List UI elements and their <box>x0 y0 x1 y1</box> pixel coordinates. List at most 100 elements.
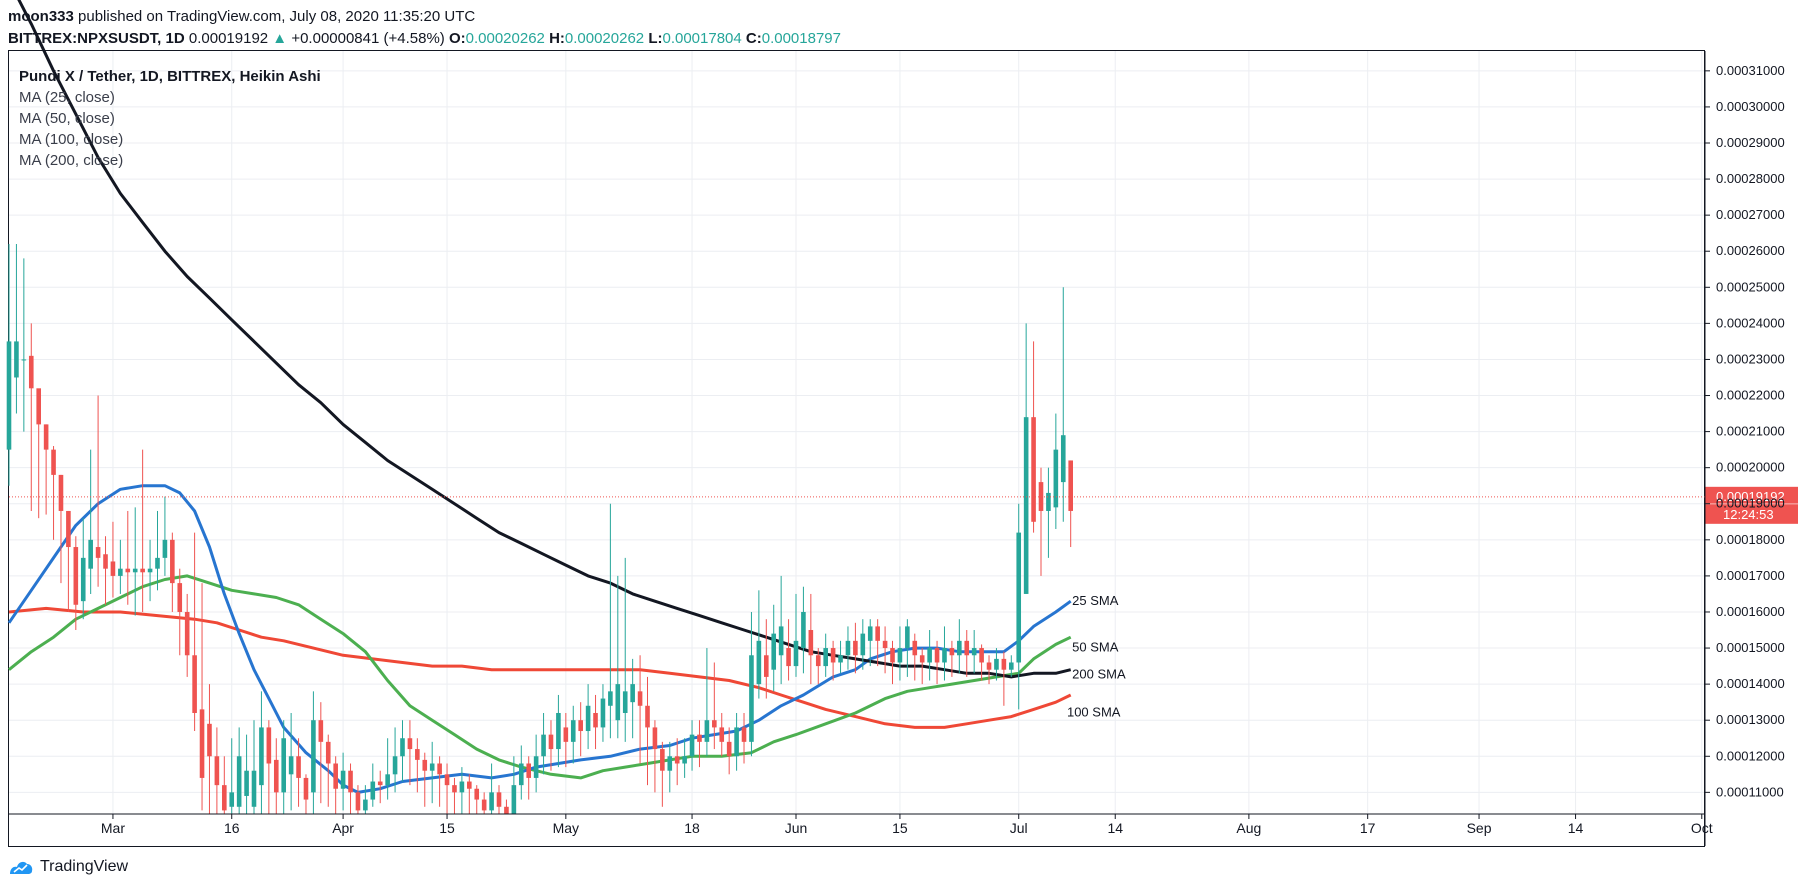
candle-body <box>637 691 643 706</box>
candle-body <box>660 749 665 771</box>
candle <box>474 785 480 814</box>
candle-body <box>467 781 472 789</box>
ma-label: 25 SMA <box>1072 593 1119 608</box>
y-tick-label: 0.00018000 <box>1716 532 1785 547</box>
high-label: H: <box>549 30 565 47</box>
y-tick-label: 0.00026000 <box>1716 243 1785 258</box>
candle-body <box>170 539 175 584</box>
candle-body <box>73 547 79 605</box>
candle <box>905 619 910 677</box>
y-tick-label: 0.00024000 <box>1716 315 1785 330</box>
candle-body <box>1038 482 1044 511</box>
candle-body <box>28 355 34 389</box>
candle <box>786 619 791 681</box>
candle-body <box>222 785 227 811</box>
candle <box>674 738 680 786</box>
candle-body <box>548 734 554 750</box>
x-tick-label: 15 <box>439 820 455 836</box>
candle-body <box>296 756 301 778</box>
candle-body <box>199 709 205 778</box>
candle <box>452 777 457 814</box>
candle-body <box>667 756 673 771</box>
candle-body <box>400 738 405 757</box>
candle <box>815 648 821 685</box>
candle-body <box>311 720 316 793</box>
ma-label: 50 SMA <box>1072 640 1119 655</box>
chart-header: moon333 published on TradingView.com, Ju… <box>8 6 841 50</box>
candle-body <box>830 648 836 663</box>
candle-body <box>363 799 368 811</box>
candle <box>756 590 762 699</box>
candle-body <box>712 720 717 728</box>
candle <box>660 741 665 807</box>
candle-body <box>303 777 309 800</box>
candle <box>1023 323 1029 594</box>
legend-ma50[interactable]: MA (50, close) <box>19 110 115 127</box>
candle-body <box>103 554 108 569</box>
candle-body <box>437 763 442 775</box>
candle-body <box>110 561 116 576</box>
candle <box>986 655 992 685</box>
candle <box>897 626 903 681</box>
candle-body <box>377 781 383 786</box>
candle-body <box>6 341 12 450</box>
candle <box>281 720 287 814</box>
candle <box>637 655 643 764</box>
candle <box>912 633 918 681</box>
candle-body <box>422 759 428 771</box>
candle-body <box>912 640 918 656</box>
candle <box>6 244 12 486</box>
legend-ma100[interactable]: MA (100, close) <box>19 131 124 148</box>
candle <box>823 633 828 677</box>
candle <box>259 691 264 814</box>
legend-ma25[interactable]: MA (25, close) <box>19 89 115 106</box>
candle-body <box>21 359 27 361</box>
legend-ma200[interactable]: MA (200, close) <box>19 152 124 169</box>
tradingview-logo-icon[interactable] <box>8 858 34 876</box>
candle <box>355 785 361 814</box>
candle-body <box>370 781 376 800</box>
candle <box>437 756 442 807</box>
candle-body <box>207 723 212 757</box>
candle-body <box>1060 435 1066 483</box>
candle-body <box>1001 658 1007 670</box>
legend-title: Pundi X / Tether, 1D, BITTREX, Heikin As… <box>19 68 321 85</box>
tradingview-brand[interactable]: TradingView <box>40 858 129 875</box>
candle <box>1016 503 1022 710</box>
candles <box>6 244 1073 814</box>
candle-body <box>155 557 160 569</box>
candle <box>400 720 405 782</box>
y-tick-label: 0.00021000 <box>1716 424 1785 439</box>
price-change: +0.00000841 (+4.58%) <box>291 30 445 47</box>
price-axis: 0.00011000 0.00012000 0.00013000 0.00014000… <box>1704 51 1785 846</box>
candle-body <box>919 655 925 663</box>
candle <box>778 575 784 685</box>
candle <box>147 539 153 602</box>
candle <box>667 741 673 793</box>
y-tick-label: 0.00029000 <box>1716 135 1785 150</box>
candle-body <box>236 756 242 807</box>
y-tick-label: 0.00023000 <box>1716 351 1785 366</box>
candle <box>415 738 420 793</box>
last-price-badge <box>1705 486 1798 524</box>
y-tick-label: 0.00013000 <box>1716 712 1785 727</box>
candle-body <box>340 770 346 789</box>
candle <box>927 630 932 681</box>
footer: TradingView <box>8 858 128 876</box>
candle <box>1038 467 1044 576</box>
y-tick-label: 0.00017000 <box>1716 568 1785 583</box>
candle <box>1060 287 1066 522</box>
candle <box>140 449 145 612</box>
candle <box>712 662 717 750</box>
candle <box>125 510 131 605</box>
candle <box>318 702 324 804</box>
candle <box>43 424 49 515</box>
candle-body <box>140 568 145 573</box>
candle <box>251 720 257 814</box>
candle-body <box>645 705 650 728</box>
candle-body <box>251 770 257 807</box>
candle <box>184 593 190 677</box>
countdown-label: 12:24:53 <box>1723 507 1774 522</box>
candle <box>66 510 71 612</box>
